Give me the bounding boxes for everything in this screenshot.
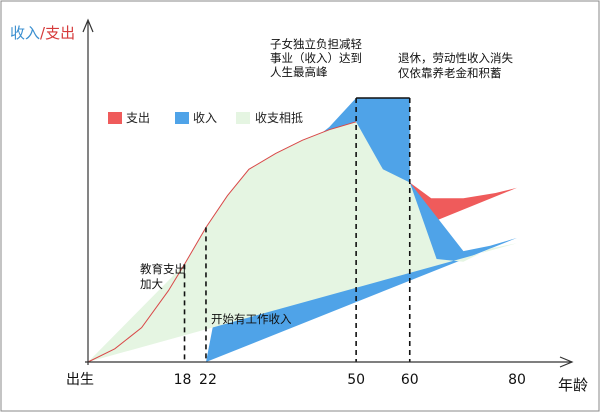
x-tick-label-2: 22: [199, 372, 217, 388]
legend-label-income: 收入: [193, 111, 217, 125]
y-axis-arrow: [82, 18, 94, 33]
legend: 支出 收入 收支相抵: [108, 111, 303, 125]
x-tick-label-0: 出生: [66, 372, 94, 388]
y-axis-title: 收入/支出: [10, 24, 75, 42]
legend-label-expense: 支出: [126, 111, 150, 125]
y-axis-title-income: 收入: [10, 24, 40, 42]
annotation-retire-line-2: 仅依靠养老金和积蓄: [398, 66, 502, 80]
annotation-peak-line-2: 事业（收入）达到: [270, 51, 362, 65]
annotation-peak: 子女独立负担减轻 事业（收入）达到 人生最高峰: [270, 37, 366, 79]
expense-curve: [87, 121, 357, 363]
annotation-first-job-line-1: 开始有工作收入: [211, 312, 292, 326]
y-axis-title-expense: 支出: [45, 24, 75, 42]
annotation-peak-line-3: 人生最高峰: [270, 65, 328, 79]
annotation-first-job: 开始有工作收入: [211, 312, 292, 326]
legend-swatch-balance: [236, 112, 250, 124]
area-balance: [88, 121, 517, 362]
x-tick-label-4: 60: [401, 372, 419, 388]
annotation-peak-line-1: 子女独立负担减轻: [270, 37, 362, 51]
annotation-education-line-2: 加大: [140, 277, 163, 291]
annotation-education: 教育支出 加大: [140, 262, 190, 291]
legend-label-balance: 收支相抵: [255, 111, 303, 125]
annotation-retire-line-1: 退休，劳动性收入消失: [398, 51, 513, 65]
x-tick-label-5: 80: [508, 372, 526, 388]
legend-swatch-expense: [108, 112, 122, 124]
x-axis-arrow: [559, 356, 574, 368]
annotation-retire: 退休，劳动性收入消失 仅依靠养老金和积蓄: [398, 51, 517, 80]
x-tick-label-3: 50: [347, 372, 365, 388]
x-tick-label-1: 18: [174, 372, 192, 388]
legend-swatch-income: [175, 112, 189, 124]
annotation-education-line-1: 教育支出: [140, 262, 186, 276]
y-axis-title-slash: /: [40, 24, 46, 42]
x-axis-title: 年龄: [558, 376, 588, 394]
